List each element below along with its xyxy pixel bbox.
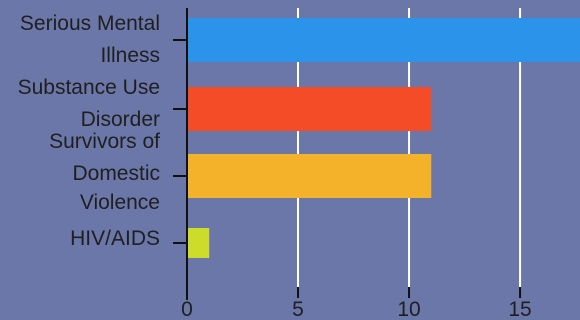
category-label-1-1: Disorder [81, 108, 160, 131]
bar-3 [187, 228, 210, 258]
category-label-3-0: HIV/AIDS [70, 227, 160, 250]
x-tick-label-2: 10 [397, 298, 420, 320]
x-tick-label-0: 0 [181, 298, 193, 320]
category-label-2-1: Domestic [72, 162, 160, 185]
bar-1 [187, 87, 432, 131]
category-label-2-0: Survivors of [49, 130, 160, 153]
category-label-2-2: Violence [80, 191, 160, 214]
bar-2 [187, 154, 432, 198]
category-label-0-0: Serious Mental [20, 12, 160, 35]
x-tick-label-1: 5 [292, 298, 304, 320]
category-label-0-1: Illness [100, 44, 160, 67]
category-label-1-0: Substance Use [18, 76, 160, 99]
bar-0 [187, 18, 580, 62]
x-tick-label-3: 15 [508, 298, 531, 320]
